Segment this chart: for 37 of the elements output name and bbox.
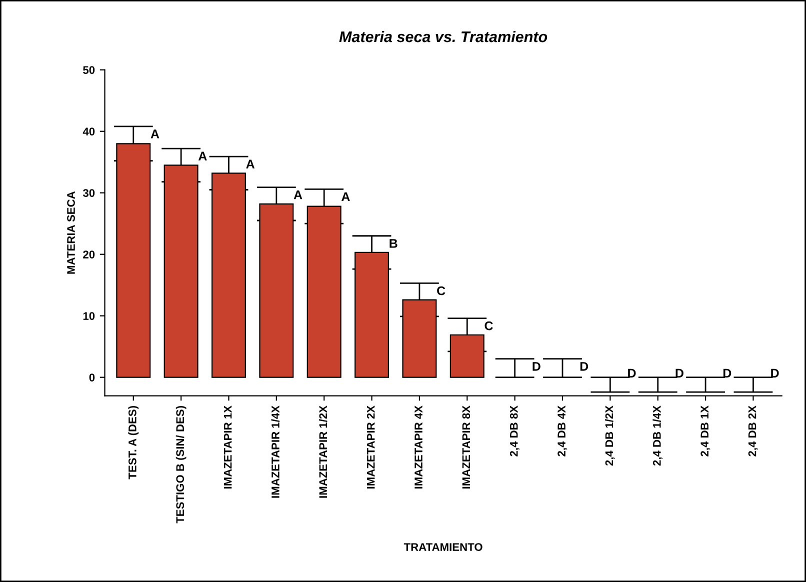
x-tick-label: 2,4 DB 2X <box>748 406 758 456</box>
annotation: C <box>437 286 446 296</box>
annotation: D <box>771 368 779 378</box>
x-tick-label: 2,4 DB 1/2X <box>604 406 615 466</box>
y-tick-label: 20 <box>83 250 95 258</box>
x-tick-label: TEST. A (DES) <box>128 406 139 480</box>
annotation: D <box>580 362 588 371</box>
x-tick-label: 2,4 DB 1/4X <box>652 406 662 466</box>
annotation: A <box>246 160 255 168</box>
y-tick-label: 40 <box>82 128 95 136</box>
annotation: A <box>341 192 350 201</box>
x-tick-label: 2,4 DB 1X <box>700 406 710 456</box>
y-tick-label: 30 <box>82 189 95 197</box>
x-tick-label: 2,4 DB 8X <box>510 406 520 456</box>
x-axis-title: TRATAMIENTO <box>404 543 482 551</box>
annotation: A <box>150 130 160 138</box>
annotation: B <box>390 239 398 248</box>
chart-title: Materia seca vs. Tratamiento <box>339 30 548 42</box>
x-tick-label: IMAZETAPIR 2X <box>366 406 375 488</box>
y-tick-label: 0 <box>89 374 95 382</box>
y-tick-label: 10 <box>83 312 95 320</box>
x-tick-label: TESTIGO B (SIN/ DES) <box>176 406 186 524</box>
annotation: C <box>484 321 493 330</box>
x-tick-label: 2,4 DB 4X <box>558 406 568 456</box>
x-tick-label: IMAZETAPIR 8X <box>462 406 470 488</box>
annotation: D <box>676 368 684 378</box>
x-tick-label: IMAZETAPIR 1/4X <box>271 406 280 498</box>
x-tick-label: IMAZETAPIR 1/2X <box>318 406 328 498</box>
annotation: A <box>198 152 207 160</box>
annotation: D <box>628 368 636 378</box>
y-axis-title: MATERIA SECA <box>67 191 75 274</box>
annotation: D <box>532 362 540 371</box>
y-tick-label: 50 <box>83 66 95 74</box>
x-tick-label: IMAZETAPIR 1X <box>224 406 232 488</box>
annotation: A <box>294 190 302 200</box>
x-tick-label: IMAZETAPIR 4X <box>414 406 422 488</box>
annotation: D <box>723 368 732 378</box>
